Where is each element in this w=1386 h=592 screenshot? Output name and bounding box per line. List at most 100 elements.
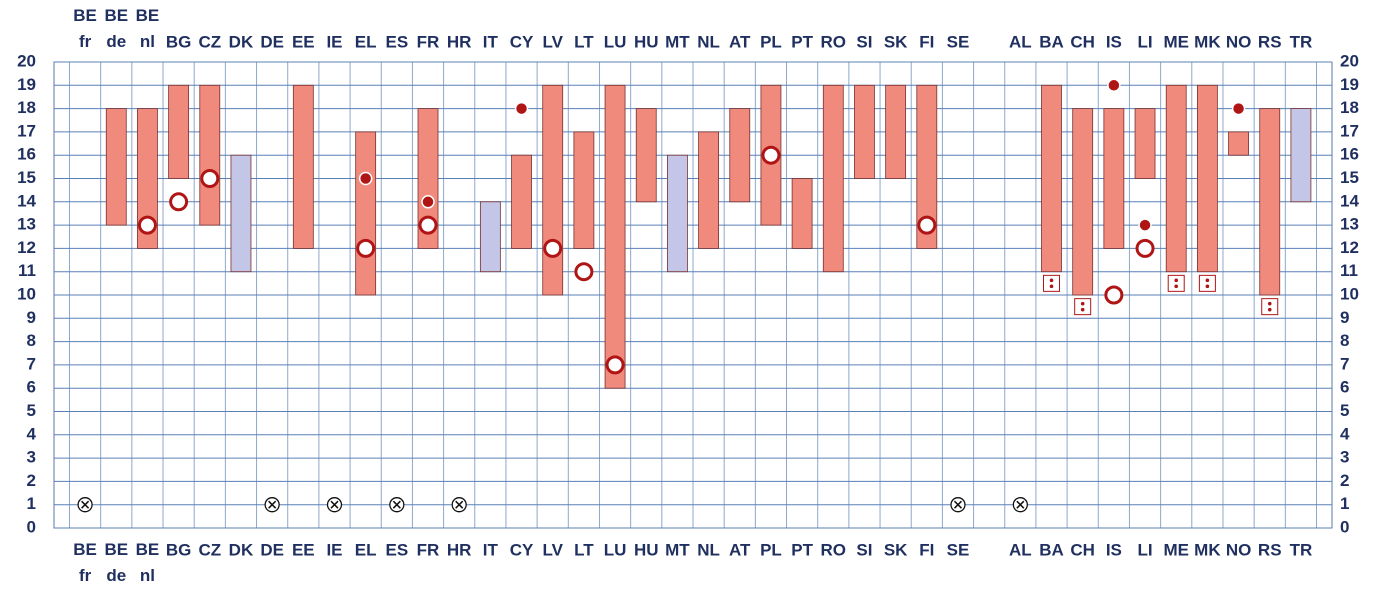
box-marker-dot — [1205, 284, 1210, 289]
open-marker — [1135, 238, 1155, 258]
x-tick-label: BG — [166, 540, 192, 559]
x-tick-label-top: SE — [947, 32, 970, 51]
y2-tick-label: 8 — [1340, 331, 1349, 350]
x-tick-label-top: HU — [634, 32, 659, 51]
range-bar — [1041, 84, 1062, 273]
x-tick-label: FR — [417, 540, 440, 559]
x-tick-label: FI — [919, 540, 934, 559]
range-bar — [1103, 108, 1125, 249]
range-bar — [1165, 84, 1187, 273]
cross-marker — [1012, 497, 1028, 513]
x-tick-label: BE de — [104, 540, 128, 585]
y-tick-label: 16 — [17, 145, 36, 164]
x-tick-label-top: LU — [604, 32, 627, 51]
cross-marker — [950, 497, 966, 513]
box-marker — [1167, 274, 1185, 292]
y2-tick-label: 7 — [1340, 354, 1349, 373]
x-tick-label-top: BG — [166, 32, 192, 51]
x-tick-label-top: BA — [1039, 32, 1064, 51]
x-tick-label-top: CZ — [198, 32, 221, 51]
y-tick-label: 2 — [27, 471, 36, 490]
y-tick-label: 7 — [27, 354, 36, 373]
open-marker — [356, 238, 376, 258]
x-tick-label-top: NL — [697, 32, 720, 51]
range-bar — [230, 154, 252, 273]
x-tick-label: AL — [1009, 540, 1032, 559]
range-bar — [168, 84, 190, 179]
cross-marker — [389, 497, 405, 513]
dot-marker — [1107, 78, 1121, 93]
x-tick-label-top: ES — [385, 32, 408, 51]
x-tick-label-top: FR — [417, 32, 440, 51]
x-tick-label: EE — [292, 540, 315, 559]
y-tick-label: 3 — [27, 448, 36, 467]
x-tick-label-top: DK — [229, 32, 254, 51]
x-tick-label-top: MT — [665, 32, 690, 51]
x-tick-label: CZ — [198, 540, 221, 559]
cross-marker-x — [953, 500, 963, 509]
x-tick-label-top: IT — [483, 32, 499, 51]
y-tick-label: 15 — [17, 168, 36, 187]
dot-marker — [358, 171, 373, 186]
y-tick-label: 9 — [27, 308, 36, 327]
x-tick-label: LI — [1137, 540, 1152, 559]
range-bar — [479, 201, 501, 273]
box-marker-dot — [1205, 278, 1210, 283]
box-marker-dot — [1267, 307, 1272, 312]
y-tick-label: 5 — [27, 401, 36, 420]
open-marker — [761, 145, 781, 165]
x-tick-label-top: TR — [1290, 32, 1313, 51]
cross-marker-x — [268, 500, 277, 509]
box-marker-dot — [1174, 284, 1179, 289]
y2-tick-label: 3 — [1340, 448, 1349, 467]
y2-tick-label: 9 — [1340, 308, 1349, 327]
range-bar — [355, 131, 377, 296]
range-bar — [1290, 108, 1312, 203]
x-tick-label-top: CH — [1070, 32, 1095, 51]
cross-marker-x — [455, 500, 464, 509]
x-tick-label-top: RO — [821, 32, 847, 51]
open-marker — [418, 215, 438, 235]
open-marker — [137, 215, 157, 235]
x-tick-label-top: NO — [1226, 32, 1252, 51]
y-tick-label: 10 — [17, 284, 36, 303]
x-tick-label-top: LI — [1137, 32, 1152, 51]
range-bar — [417, 108, 439, 249]
y-tick-label: 11 — [18, 261, 36, 280]
y-tick-label: 14 — [17, 191, 36, 210]
y-tick-label: 12 — [17, 238, 36, 257]
range-bar — [1072, 108, 1094, 296]
y2-tick-label: 4 — [1340, 424, 1350, 443]
box-marker — [1074, 298, 1092, 316]
range-bar — [791, 178, 813, 249]
box-marker-dot — [1049, 278, 1054, 283]
cross-marker — [264, 497, 280, 513]
x-tick-label-top: SK — [884, 32, 908, 51]
x-tick-label-top: ME — [1163, 32, 1189, 51]
box-marker-frame — [1198, 274, 1216, 292]
box-marker-frame — [1074, 298, 1092, 316]
x-tick-label: MT — [665, 540, 690, 559]
y-tick-label: 6 — [27, 378, 36, 397]
x-tick-label: ME — [1163, 540, 1189, 559]
y-tick-label: 1 — [27, 494, 36, 513]
x-tick-label-top: RS — [1258, 32, 1282, 51]
range-bar — [1259, 108, 1281, 296]
dot-marker — [421, 195, 435, 209]
y2-tick-label: 1 — [1340, 494, 1349, 513]
cross-marker-x — [1016, 500, 1025, 509]
range-bar — [573, 131, 595, 249]
box-marker-dot — [1049, 284, 1054, 289]
y-tick-label: 17 — [17, 121, 36, 140]
x-tick-label-top: BE fr — [73, 6, 97, 51]
box-marker — [1261, 298, 1279, 316]
x-tick-label: ES — [385, 540, 408, 559]
range-bar — [635, 108, 657, 203]
range-bar — [1134, 108, 1156, 179]
range-bar — [292, 84, 314, 249]
y2-tick-label: 12 — [1340, 238, 1359, 257]
cross-marker-x — [392, 500, 401, 509]
y2-tick-label: 14 — [1340, 191, 1359, 210]
open-marker — [1104, 285, 1124, 305]
y2-tick-label: 2 — [1340, 471, 1349, 490]
